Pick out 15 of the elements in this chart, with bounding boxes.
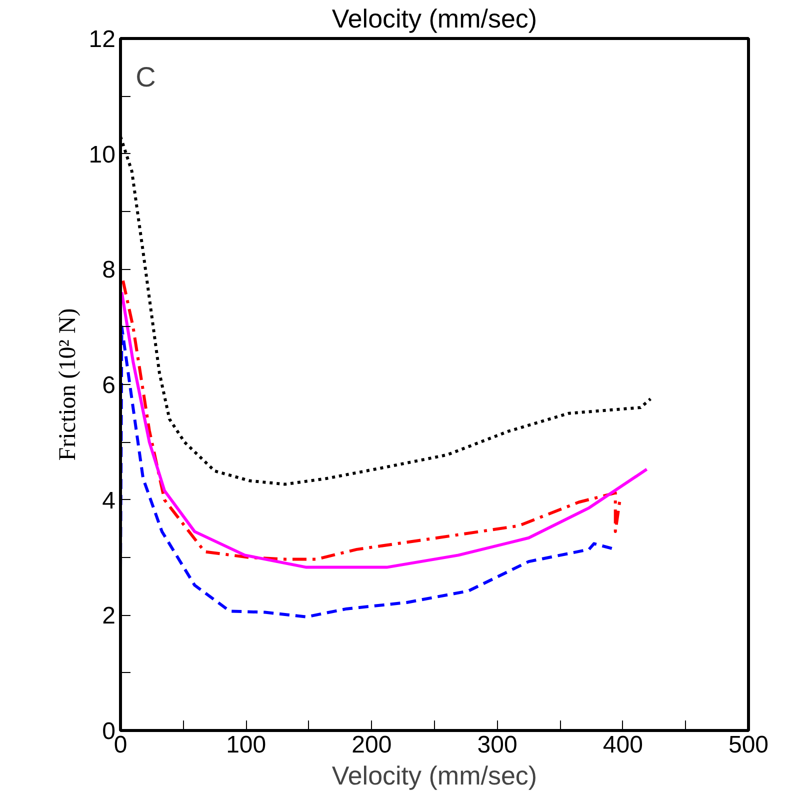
y-tick-label: 12 [88, 26, 116, 53]
y-tick-label: 10 [88, 141, 116, 168]
y-axis-title: Friction (10² N) [54, 308, 81, 461]
y-tick-label: 4 [102, 487, 116, 514]
x-axis-title: Velocity (mm/sec) [332, 760, 538, 790]
x2-axis-title: Velocity (mm/sec) [332, 4, 538, 34]
y-tick-label: 6 [102, 372, 116, 399]
annotation: C [136, 62, 156, 93]
x-tick-label: 200 [352, 732, 392, 758]
x-tick-label: 500 [728, 732, 769, 758]
x-tick-label: 100 [226, 732, 266, 758]
x-tick-label: 400 [602, 732, 643, 758]
y-tick-label: 8 [102, 256, 116, 284]
y-tick-label: 2 [102, 602, 116, 630]
x-tick-label: 300 [477, 732, 518, 758]
